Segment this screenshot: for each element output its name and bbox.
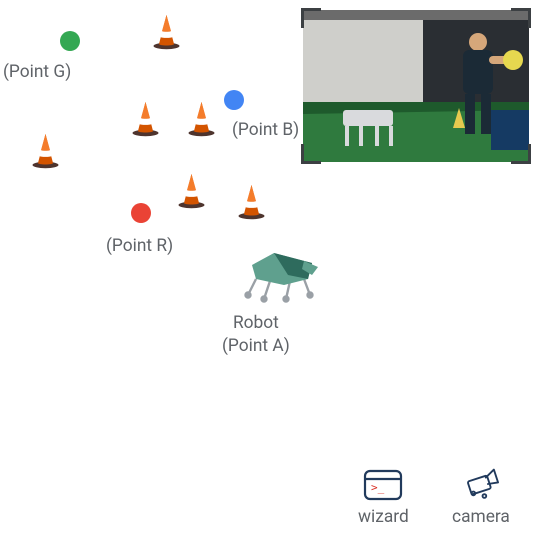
point-g-label: (Point G) [3, 62, 71, 82]
photo-corner [301, 8, 321, 28]
robot-label: Robot (Point A) [222, 312, 290, 359]
point-b-label: (Point B) [232, 120, 299, 140]
diagram-stage: (Point G) (Point B) (Point R) Rob [0, 0, 536, 538]
robot-label-line2: (Point A) [222, 335, 290, 358]
traffic-cone-icon [177, 172, 206, 209]
photo-corner [301, 144, 321, 164]
point-g [60, 31, 80, 51]
photo-corner [511, 144, 531, 164]
point-b [224, 90, 244, 110]
traffic-cone-icon [187, 100, 216, 137]
photo-scene [303, 10, 529, 162]
wizard-icon: >_ [361, 465, 405, 505]
footer-camera: camera [452, 465, 510, 527]
camera-icon [459, 465, 503, 505]
photo-corner [511, 8, 531, 28]
point-r [131, 203, 151, 223]
traffic-cone-icon [131, 100, 160, 137]
footer-camera-label: camera [452, 507, 510, 527]
point-r-label: (Point R) [106, 236, 173, 256]
traffic-cone-icon [31, 132, 60, 169]
photo-inset [303, 10, 529, 162]
robot-label-line1: Robot [222, 312, 290, 335]
footer-wizard-label: wizard [358, 507, 409, 527]
robot-icon [238, 245, 324, 305]
footer-wizard: >_ wizard [358, 465, 409, 527]
traffic-cone-icon [237, 183, 266, 220]
traffic-cone-icon [152, 13, 181, 50]
svg-text:>_: >_ [371, 481, 385, 494]
